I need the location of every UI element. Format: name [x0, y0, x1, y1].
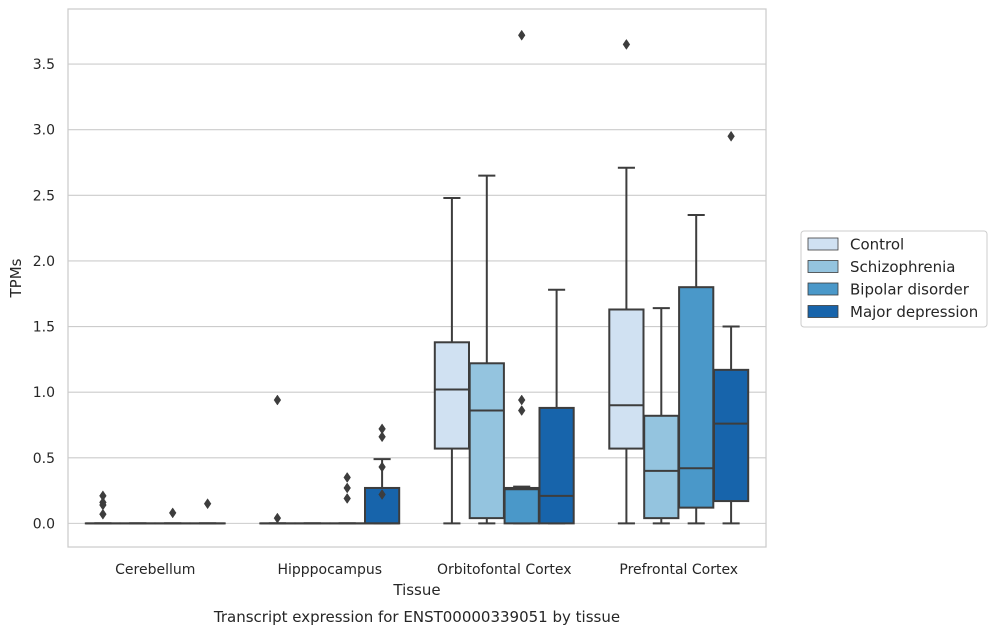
- y-tick-label: 0.0: [33, 516, 55, 532]
- box-bipolar-disorder: [678, 214, 715, 525]
- outlier-point: [378, 489, 386, 500]
- y-tick-labels: 0.0 0.5 1.0 1.5 2.0 2.5 3.0 3.5: [33, 57, 55, 532]
- box-body: [678, 286, 715, 509]
- box-body: [468, 362, 505, 520]
- legend-frame: [800, 230, 988, 328]
- legend-label: Schizophrenia: [850, 258, 955, 276]
- outlier-point: [203, 498, 212, 510]
- outlier-point: [343, 493, 351, 504]
- legend: Control Schizophrenia Bipolar disorder Majo…: [800, 230, 988, 328]
- outlier-point: [378, 431, 386, 443]
- box-bipolar-disorder: [154, 507, 191, 525]
- y-tick-label: 1.5: [33, 320, 55, 336]
- box-bipolar-disorder: [329, 472, 366, 525]
- box-major-depression: [538, 288, 575, 525]
- x-tick-labels: Cerebellum Hipppocampus Orbitofontal Corte…: [115, 562, 738, 578]
- outlier-point: [168, 507, 177, 519]
- box-major-depression: [712, 130, 750, 525]
- box-body: [608, 308, 645, 450]
- outlier-point: [343, 482, 351, 494]
- outlier-point: [517, 405, 526, 416]
- x-tick-label: Prefrontal Cortex: [619, 562, 738, 578]
- legend-label: Bipolar disorder: [850, 281, 970, 299]
- box-control: [84, 490, 122, 525]
- y-tick-label: 1.0: [33, 385, 55, 401]
- box-bipolar-disorder: [503, 29, 540, 525]
- legend-label: Major depression: [850, 303, 978, 321]
- box-body: [643, 414, 680, 520]
- outlier-point: [378, 461, 386, 473]
- outlier-point: [273, 512, 282, 524]
- box-body: [538, 406, 575, 525]
- box-control: [433, 196, 471, 525]
- x-tick-label: Hipppocampus: [277, 562, 382, 578]
- box-schizophrenia: [468, 174, 505, 525]
- x-tick-label: Cerebellum: [115, 562, 195, 578]
- legend-swatch: [807, 237, 839, 251]
- outlier-point: [99, 496, 107, 508]
- x-tick-label: Orbitofontal Cortex: [437, 562, 572, 578]
- chart-caption: Transcript expression for ENST0000033905…: [213, 608, 620, 626]
- outlier-point: [727, 130, 735, 142]
- y-tick-label: 2.0: [33, 254, 55, 270]
- box-body: [433, 341, 471, 450]
- box-control: [608, 38, 645, 525]
- outlier-point: [517, 394, 526, 406]
- y-axis-title: TPMs: [7, 258, 25, 298]
- x-axis-title: Tissue: [392, 581, 440, 599]
- box-major-depression: [363, 423, 401, 525]
- box-body: [503, 486, 540, 525]
- legend-swatch: [807, 305, 839, 318]
- y-tick-label: 3.5: [33, 57, 55, 73]
- legend-swatch: [807, 260, 839, 273]
- outlier-point: [343, 472, 351, 483]
- box-major-depression: [189, 498, 226, 525]
- grid-lines: [68, 63, 766, 524]
- y-tick-label: 3.0: [33, 123, 55, 139]
- outlier-point: [517, 29, 526, 41]
- outlier-point: [99, 508, 107, 520]
- box-control: [259, 394, 296, 525]
- plot-frame: [67, 8, 767, 548]
- legend-label: Control: [850, 236, 904, 254]
- box-body: [712, 368, 750, 503]
- box-series: [84, 29, 750, 525]
- y-tick-label: 2.5: [33, 188, 55, 204]
- y-tick-label: 0.5: [33, 451, 55, 467]
- legend-swatch: [807, 282, 839, 296]
- outlier-point: [622, 38, 631, 50]
- box-schizophrenia: [643, 307, 680, 525]
- outlier-point: [99, 490, 107, 502]
- outlier-point: [273, 394, 282, 406]
- outlier-point: [378, 423, 386, 435]
